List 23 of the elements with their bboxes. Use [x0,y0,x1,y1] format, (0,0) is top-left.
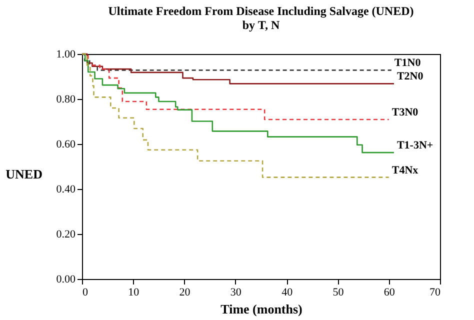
x-tick-label: 10 [128,286,140,298]
series-label: T2N0 [396,70,424,83]
x-tick-label: 20 [179,286,191,298]
series-label: T1N0 [394,57,422,70]
series-label: T4Nx [392,164,419,176]
y-tick-label: 1.00 [56,48,76,60]
x-tick-label: 30 [230,286,242,298]
x-tick-label: 40 [282,286,294,298]
y-tick-label: 0.80 [56,94,76,106]
chart-title: Ultimate Freedom From Disease Including Salvage (UNED) [108,4,414,18]
x-tick-label: 60 [384,286,396,298]
y-tick-label: 0.20 [56,228,76,240]
chart-subtitle: by T, N [242,18,280,32]
y-axis-title: UNED [6,166,42,182]
y-tick-label: 0.00 [56,274,76,286]
series-label: T1-3N+ [396,140,434,152]
series-label: T3N0 [392,106,419,118]
x-axis-title: Time (months) [220,302,302,316]
x-tick-label: 70 [430,286,441,298]
y-tick-label: 0.60 [56,138,76,150]
y-tick-label: 0.40 [56,184,76,196]
x-tick-label: 0 [82,286,88,298]
x-tick-label: 50 [332,286,344,298]
